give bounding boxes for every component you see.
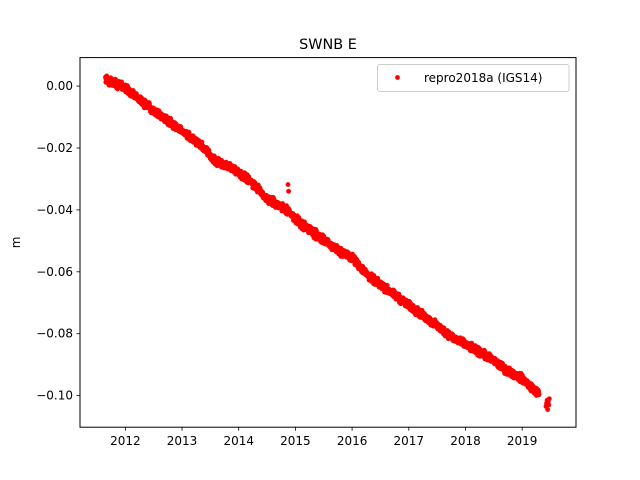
x-tick-label: 2014 <box>223 434 254 448</box>
data-point <box>546 396 552 402</box>
data-points <box>103 73 552 412</box>
y-axis: 0.00 −0.02 −0.04 −0.06 −0.08 −0.10 <box>36 79 80 403</box>
x-tick-label: 2016 <box>337 434 368 448</box>
x-tick-label: 2015 <box>280 434 311 448</box>
x-tick-label: 2012 <box>110 434 141 448</box>
y-axis-label: m <box>9 237 23 249</box>
legend-marker <box>395 75 400 80</box>
y-tick-label: −0.08 <box>36 327 73 341</box>
y-tick-label: −0.10 <box>36 389 73 403</box>
data-point <box>286 188 291 194</box>
plot-frame <box>79 57 577 428</box>
x-tick-label: 2013 <box>167 434 198 448</box>
x-tick-label: 2017 <box>394 434 425 448</box>
data-point <box>536 391 542 397</box>
x-tick-label: 2019 <box>507 434 538 448</box>
data-point <box>199 139 205 145</box>
legend: repro2018a (IGS14) <box>377 64 570 92</box>
chart-title: SWNB E <box>299 37 357 53</box>
y-tick-label: −0.02 <box>36 141 73 155</box>
legend-box <box>377 64 570 92</box>
x-axis: 2012 2013 2014 2015 2016 2017 2018 2019 <box>110 427 537 448</box>
data-point <box>441 325 447 331</box>
data-point <box>546 402 552 408</box>
data-point <box>285 182 291 187</box>
data-point <box>545 407 551 412</box>
y-tick-label: −0.06 <box>36 265 73 279</box>
x-tick-label: 2018 <box>450 434 481 448</box>
y-tick-label: −0.04 <box>36 203 73 217</box>
y-tick-label: 0.00 <box>46 79 73 93</box>
data-point <box>321 233 327 239</box>
legend-label: repro2018a (IGS14) <box>424 71 542 85</box>
